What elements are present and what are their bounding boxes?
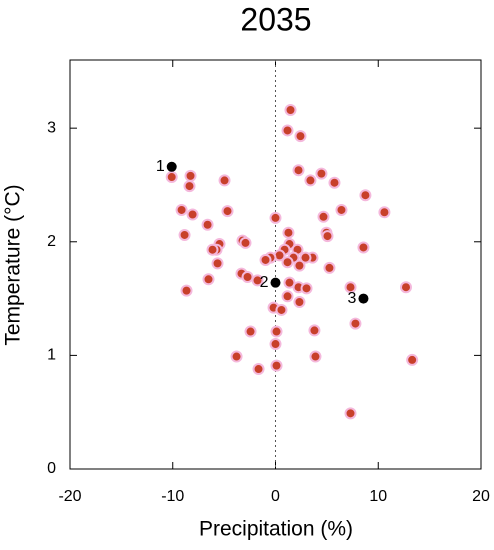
y-axis-title: Temperature (°C) bbox=[2, 184, 25, 345]
point bbox=[359, 189, 372, 202]
point bbox=[335, 203, 348, 216]
point bbox=[184, 169, 197, 182]
point bbox=[299, 251, 312, 264]
chart-title: 2035 bbox=[240, 1, 311, 37]
point-label: 1 bbox=[156, 158, 165, 175]
point bbox=[315, 167, 328, 180]
x-tick-label: -10 bbox=[161, 488, 184, 505]
point bbox=[317, 210, 330, 223]
x-tick-label: 10 bbox=[369, 488, 387, 505]
point bbox=[328, 176, 341, 189]
point bbox=[357, 241, 370, 254]
point bbox=[309, 350, 322, 363]
point bbox=[259, 253, 272, 266]
point bbox=[244, 325, 257, 338]
point bbox=[284, 103, 297, 116]
y-tick-label: 1 bbox=[47, 347, 56, 364]
point bbox=[183, 180, 196, 193]
point bbox=[202, 273, 215, 286]
point bbox=[300, 282, 313, 295]
point-label: 2 bbox=[260, 274, 269, 291]
point bbox=[344, 281, 357, 294]
point bbox=[211, 257, 224, 270]
point bbox=[308, 324, 321, 337]
point bbox=[252, 363, 265, 376]
point-label: 3 bbox=[348, 290, 357, 307]
point bbox=[166, 161, 177, 172]
point bbox=[358, 293, 369, 304]
point bbox=[282, 226, 295, 239]
y-tick-label: 2 bbox=[47, 233, 56, 250]
point bbox=[221, 205, 234, 218]
point bbox=[241, 270, 254, 283]
point bbox=[293, 295, 306, 308]
point bbox=[186, 208, 199, 221]
point bbox=[321, 230, 334, 243]
point bbox=[294, 130, 307, 143]
point bbox=[281, 256, 294, 269]
point bbox=[304, 174, 317, 187]
point bbox=[406, 353, 419, 366]
point bbox=[349, 317, 362, 330]
point bbox=[178, 228, 191, 241]
point bbox=[281, 124, 294, 137]
point bbox=[165, 171, 178, 184]
point bbox=[399, 281, 412, 294]
x-tick-label: -20 bbox=[58, 488, 81, 505]
point bbox=[230, 350, 243, 363]
point bbox=[283, 276, 296, 289]
point bbox=[281, 290, 294, 303]
x-tick-label: 0 bbox=[271, 488, 280, 505]
point bbox=[275, 303, 288, 316]
point bbox=[218, 174, 231, 187]
point bbox=[201, 218, 214, 231]
y-tick-label: 0 bbox=[47, 460, 56, 477]
x-tick-label: 20 bbox=[472, 488, 490, 505]
point bbox=[270, 325, 283, 338]
point bbox=[175, 203, 188, 216]
point bbox=[270, 359, 283, 372]
y-tick-label: 3 bbox=[47, 119, 56, 136]
point bbox=[270, 277, 281, 288]
point bbox=[180, 284, 193, 297]
point bbox=[323, 261, 336, 274]
point bbox=[251, 274, 264, 287]
point bbox=[293, 259, 306, 272]
point bbox=[378, 206, 391, 219]
point bbox=[344, 407, 357, 420]
point bbox=[269, 338, 282, 351]
x-axis-title: Precipitation (%) bbox=[199, 518, 353, 541]
point bbox=[206, 243, 219, 256]
point bbox=[239, 236, 252, 249]
point bbox=[292, 164, 305, 177]
point bbox=[269, 211, 282, 224]
